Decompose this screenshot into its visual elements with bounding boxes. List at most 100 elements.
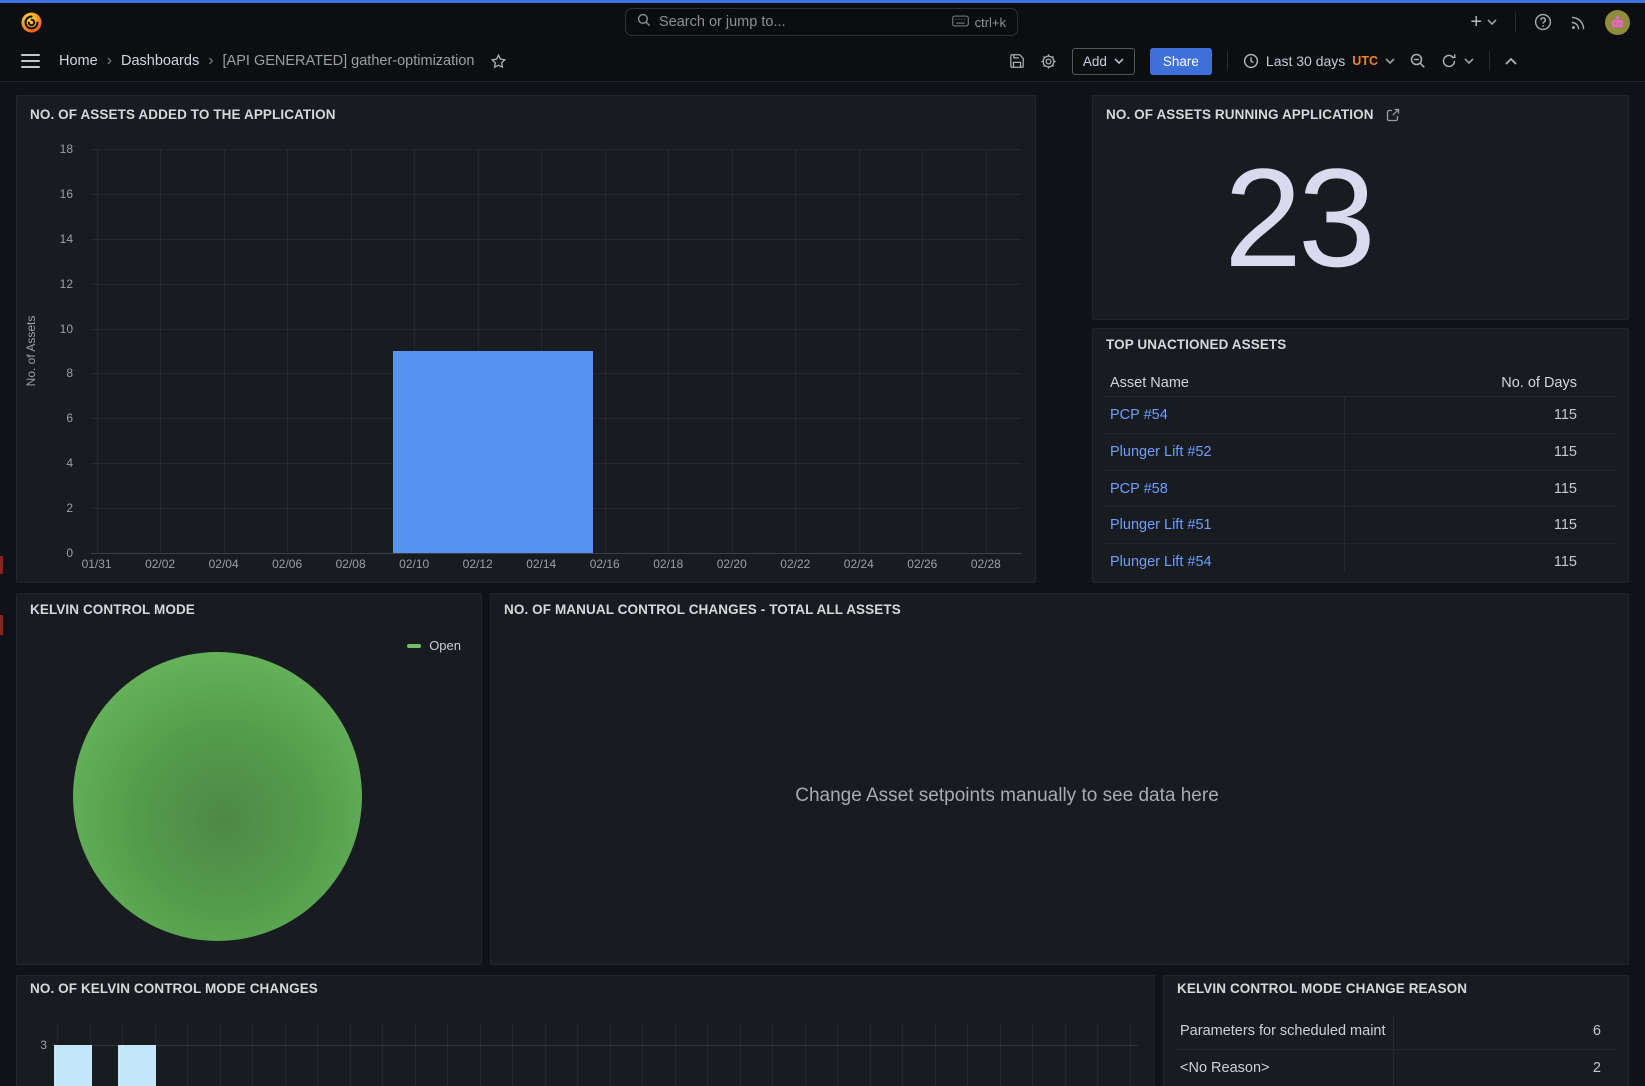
gridline [837, 1024, 838, 1086]
panel-title[interactable]: KELVIN CONTROL MODE CHANGE REASON [1177, 981, 1468, 996]
external-link-icon[interactable] [1386, 108, 1400, 122]
add-button-label: Add [1082, 53, 1107, 69]
share-button[interactable]: Share [1149, 47, 1212, 75]
search-placeholder: Search or jump to... [659, 14, 786, 30]
timezone-label: UTC [1352, 54, 1378, 68]
gridline [707, 1024, 708, 1086]
top-accent-bar [0, 0, 1645, 3]
add-panel-button[interactable]: Add [1071, 47, 1135, 75]
panel-title[interactable]: NO. OF MANUAL CONTROL CHANGES - TOTAL AL… [504, 602, 901, 617]
gridline [96, 149, 98, 553]
gridline [902, 1024, 903, 1086]
reason-label: <No Reason> [1180, 1060, 1270, 1076]
new-menu-button[interactable]: + [1470, 12, 1497, 32]
panel-title[interactable]: TOP UNACTIONED ASSETS [1106, 337, 1287, 352]
toolbar-actions: Add Share Last 30 days UTC [1009, 42, 1517, 80]
user-avatar[interactable] [1605, 9, 1630, 35]
x-tick-label: 02/06 [272, 557, 303, 571]
gridline [223, 149, 225, 553]
table-row: <No Reason> 2 [1176, 1049, 1616, 1086]
collapse-chevron-up-icon[interactable] [1505, 57, 1517, 65]
asset-name-link[interactable]: Plunger Lift #54 [1110, 553, 1212, 570]
search-icon [637, 13, 651, 32]
gridline [604, 149, 606, 553]
x-tick-label: 02/08 [335, 557, 366, 571]
gridline [447, 1024, 448, 1086]
favorite-star-icon[interactable] [490, 53, 507, 70]
column-header-asset-name[interactable]: Asset Name [1110, 375, 1189, 391]
refresh-picker[interactable] [1441, 53, 1474, 69]
x-tick-label: 02/04 [208, 557, 239, 571]
legend-swatch [407, 643, 422, 648]
gridline [287, 149, 289, 553]
panel-title[interactable]: NO. OF KELVIN CONTROL MODE CHANGES [30, 981, 318, 996]
asset-name-link[interactable]: PCP #54 [1110, 407, 1168, 423]
reason-label: Parameters for scheduled maint [1180, 1023, 1386, 1039]
gridline [284, 1024, 286, 1086]
legend-label[interactable]: Open [429, 638, 461, 653]
help-icon[interactable] [1534, 13, 1552, 31]
screen-edge-artifact [0, 615, 3, 635]
gridline [642, 1024, 643, 1086]
gridline [772, 1024, 773, 1086]
column-header-days[interactable]: No. of Days [1501, 375, 1577, 391]
panel-assets-running: NO. OF ASSETS RUNNING APPLICATION 23 [1092, 95, 1629, 320]
time-range-label: Last 30 days [1265, 53, 1346, 69]
asset-name-link[interactable]: Plunger Lift #51 [1110, 517, 1212, 534]
x-tick-label: 02/18 [653, 557, 684, 571]
breadcrumb-home[interactable]: Home [59, 53, 98, 69]
panel-title[interactable]: NO. OF ASSETS RUNNING APPLICATION [1106, 107, 1400, 122]
dashboard-toolbar: Home › Dashboards › [API GENERATED] gath… [0, 42, 1645, 80]
grafana-logo[interactable] [20, 11, 43, 39]
gridline [858, 149, 860, 553]
panel-title[interactable]: KELVIN CONTROL MODE [30, 602, 195, 617]
pie-legend: Open [407, 638, 461, 653]
asset-name-link[interactable]: PCP #58 [1110, 480, 1168, 497]
reason-count: 6 [1592, 1023, 1601, 1039]
gridline [674, 1024, 676, 1086]
column-divider [1393, 1015, 1394, 1086]
time-range-picker[interactable]: Last 30 days UTC [1243, 53, 1395, 69]
asset-name-link[interactable]: Plunger Lift #52 [1110, 444, 1212, 461]
x-tick-label: 02/20 [716, 557, 747, 571]
gridline [91, 328, 1021, 330]
save-dashboard-icon[interactable] [1009, 53, 1025, 69]
y-axis-ticks: 0 2 4 6 8 10 12 14 16 18 [25, 142, 73, 560]
gridline [609, 1024, 611, 1086]
chevron-right-icon: › [106, 52, 113, 69]
zoom-out-time-icon[interactable] [1410, 53, 1426, 69]
gridline [731, 149, 733, 553]
gridline [91, 193, 1021, 195]
column-divider [1344, 397, 1345, 573]
breadcrumb-dashboards[interactable]: Dashboards [121, 53, 200, 69]
y-axis-tick: 3 [40, 1038, 47, 1052]
gridline [91, 553, 1021, 554]
y-tick-label: 8 [66, 366, 73, 381]
gridline [922, 149, 924, 553]
news-rss-icon[interactable] [1570, 14, 1587, 31]
y-tick-label: 10 [59, 321, 73, 336]
dashboard-settings-gear-icon[interactable] [1040, 53, 1057, 70]
days-value: 115 [1553, 517, 1577, 534]
gridline [317, 1024, 318, 1086]
search-shortcut: ctrl+k [974, 14, 1006, 30]
table-row: Parameters for scheduled maint 6 [1176, 1013, 1616, 1049]
toolbar-divider [1489, 51, 1490, 71]
gridline [1032, 1024, 1033, 1086]
days-value: 115 [1553, 480, 1577, 497]
pie-chart-open-slice [73, 652, 362, 941]
top-chrome: Search or jump to... ctrl+k + [0, 0, 1645, 82]
mode-change-bar [54, 1045, 92, 1086]
gridline [91, 283, 1021, 285]
menu-toggle-button[interactable] [21, 54, 40, 68]
search-input[interactable]: Search or jump to... ctrl+k [625, 8, 1018, 36]
y-tick-label: 6 [66, 411, 73, 426]
chevron-right-icon: › [208, 52, 214, 69]
nav-actions: + [1470, 3, 1630, 41]
gridline [91, 238, 1021, 240]
gridline [512, 1024, 513, 1086]
panel-title[interactable]: NO. OF ASSETS ADDED TO THE APPLICATION [30, 107, 336, 122]
chevron-down-icon [1487, 19, 1497, 25]
y-tick-label: 2 [66, 501, 73, 516]
gridline [219, 1024, 221, 1086]
